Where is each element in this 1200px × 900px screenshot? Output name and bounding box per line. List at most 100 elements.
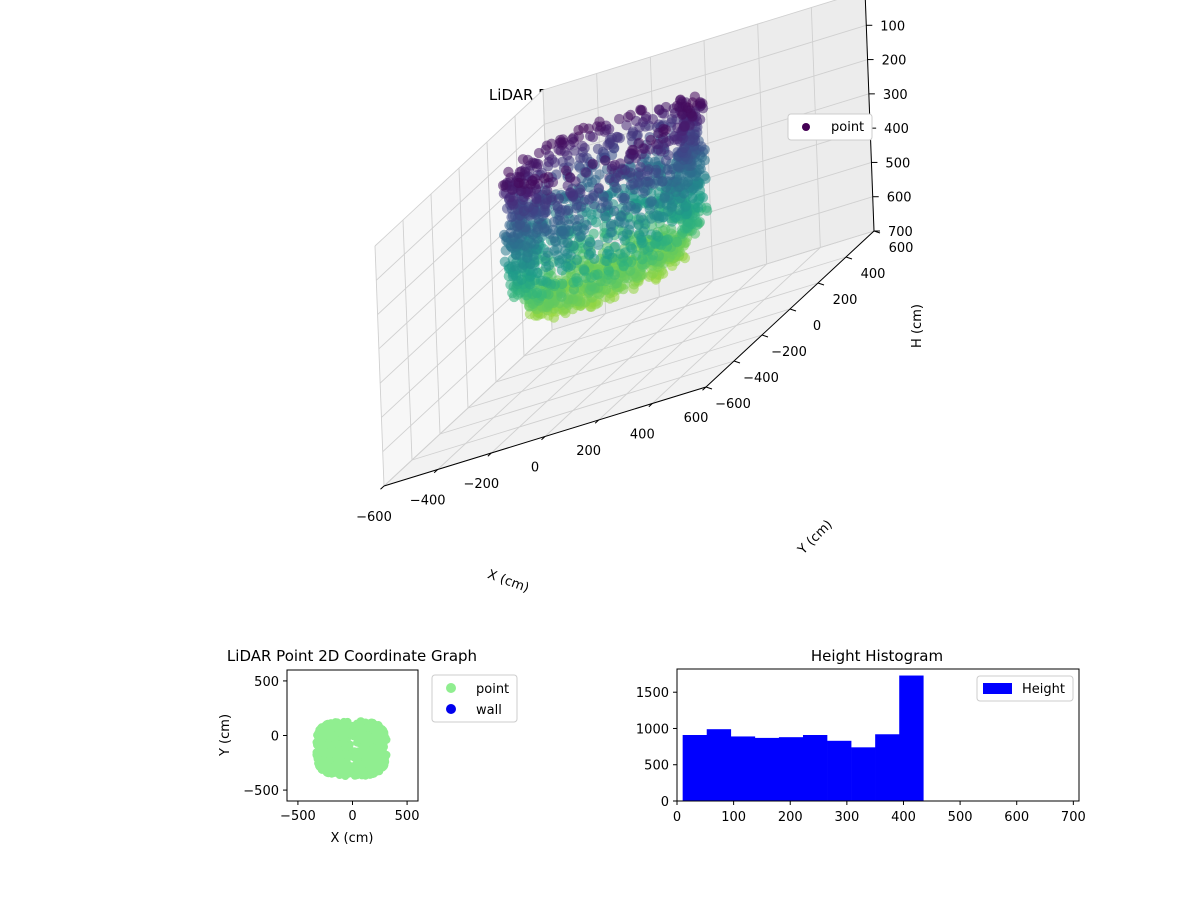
chart-histogram-x-tick-label: 300 — [834, 810, 859, 825]
chart-3d-axes: −600−400−2000200400600−600−400−200020040… — [356, 0, 913, 525]
chart-histogram-y-tick-label: 1000 — [636, 722, 669, 737]
chart-3d-point — [610, 241, 621, 252]
chart-3d-h-tick-label: 500 — [885, 156, 910, 171]
chart-2d-point — [324, 740, 333, 749]
chart-3d-gridline-y-left — [486, 141, 497, 383]
chart-3d-point — [583, 249, 595, 260]
chart-3d-gridline-h-back — [542, 0, 838, 91]
chart-3d-x-tick-label: −200 — [463, 477, 499, 492]
chart-3d-zlabel: H (cm) — [910, 304, 925, 348]
chart-3d-point — [617, 192, 628, 203]
chart-3d-point — [517, 154, 529, 165]
chart-3d-legend-frame — [787, 113, 873, 141]
chart-3d-gridline-y-left — [430, 193, 441, 435]
chart-3d-point — [639, 186, 651, 197]
chart-2d-point — [321, 726, 330, 735]
chart-3d-point — [549, 245, 560, 256]
chart-3d-x-tick — [648, 403, 653, 408]
chart-3d-point — [692, 202, 704, 213]
chart-2d-point — [345, 768, 354, 777]
chart-3d-point — [506, 211, 517, 223]
chart-histogram-x-tick-label: 100 — [721, 810, 746, 825]
chart-3d-point — [679, 120, 690, 132]
chart-3d-point — [593, 239, 604, 250]
chart-3d-x-tick-label: −600 — [356, 510, 392, 525]
chart-3d-gridline-x-back — [757, 23, 768, 265]
chart-3d-point — [643, 164, 654, 175]
chart-3d-h-tick-label: 100 — [880, 19, 905, 34]
chart-3d-point — [608, 205, 620, 217]
chart-3d-point — [611, 131, 622, 143]
chart-3d-y-tick-label: −400 — [743, 371, 779, 386]
chart-2d-point — [337, 723, 346, 732]
chart-3d-point — [531, 287, 543, 299]
chart-histogram-bar — [682, 735, 708, 801]
chart-3d-point — [645, 196, 657, 207]
chart-3d-point — [498, 180, 509, 191]
chart-3d-point — [605, 220, 617, 232]
chart-3d-y-tick — [845, 256, 853, 260]
chart-2d-point — [360, 730, 369, 739]
chart-3d-gridline-y-left — [374, 245, 385, 487]
chart-3d-gridline-h-left — [374, 89, 544, 247]
chart-histogram-x-tick-label: 200 — [778, 810, 803, 825]
chart-2d-legend: point wall — [431, 674, 518, 723]
chart-3d-point — [577, 140, 588, 152]
chart-3d-point — [654, 104, 665, 116]
chart-2d-legend-label-point: point — [476, 682, 509, 697]
chart-3d-point — [503, 166, 514, 178]
chart-2d-point — [356, 720, 365, 729]
chart-3d-point — [628, 144, 639, 156]
chart-3d-gridline-h-back — [551, 230, 875, 331]
chart-3d-point — [548, 224, 559, 235]
chart-histogram-bar — [706, 729, 732, 801]
chart-2d-point — [366, 756, 375, 765]
chart-3d-point — [650, 164, 662, 176]
chart-3d-gridline-y-left — [402, 219, 413, 461]
chart-3d-point — [604, 173, 615, 184]
chart-2d-point — [351, 728, 360, 737]
chart-3d-x-tick-label: 600 — [684, 411, 709, 426]
chart-3d-gridline-h-back — [544, 24, 867, 125]
chart-3d-gridline-y-left — [458, 167, 469, 409]
chart-3d-h-axis-line — [864, 0, 875, 232]
chart-3d-point — [509, 260, 521, 272]
chart-histogram-bar — [827, 740, 852, 801]
chart-2d-point — [372, 735, 381, 744]
chart-2d-x-tick-label: −500 — [280, 809, 316, 824]
chart-3d-point — [531, 194, 542, 205]
chart-3d-y-tick-label: 200 — [833, 293, 858, 308]
chart-3d-point — [581, 219, 592, 231]
chart-2d-points — [312, 717, 391, 780]
chart-3d-x-tick — [702, 386, 707, 391]
chart-3d-point — [635, 161, 646, 173]
chart-2d-point — [340, 740, 349, 749]
chart-3d-point — [621, 228, 633, 239]
chart-3d-h-tick-label: 700 — [888, 225, 913, 240]
chart-3d-point — [645, 134, 656, 146]
chart-3d-point — [556, 287, 567, 299]
chart-3d-gridline-h-left — [382, 295, 552, 453]
chart-3d-point — [524, 279, 536, 290]
chart-histogram-x-tick-label: 700 — [1061, 810, 1086, 825]
chart-3d-x-tick-label: 200 — [576, 444, 601, 459]
chart-2d-y-tick-label: 500 — [254, 675, 279, 690]
chart-3d-point — [562, 180, 573, 191]
chart-3d-point — [539, 173, 550, 184]
chart-3d-point — [666, 223, 677, 235]
chart-histogram-bar — [802, 735, 828, 801]
chart-3d-point — [602, 248, 613, 260]
chart-histogram-legend-label: Height — [1022, 682, 1065, 697]
chart-3d-point — [603, 264, 614, 275]
chart-2d-legend-marker-point — [446, 683, 456, 693]
chart-3d-x-tick — [380, 485, 385, 490]
chart-2d-point — [366, 746, 374, 755]
chart-histogram-x-tick-label: 500 — [948, 810, 973, 825]
chart-2d-title: LiDAR Point 2D Coordinate Graph — [227, 647, 477, 665]
chart-3d-gridline-y-floor — [467, 308, 791, 409]
chart-3d-h-tick-label: 600 — [887, 191, 912, 206]
chart-3d-h-tick-label: 200 — [882, 54, 907, 69]
chart-2d-point — [318, 765, 327, 774]
chart-3d-point — [555, 134, 566, 146]
